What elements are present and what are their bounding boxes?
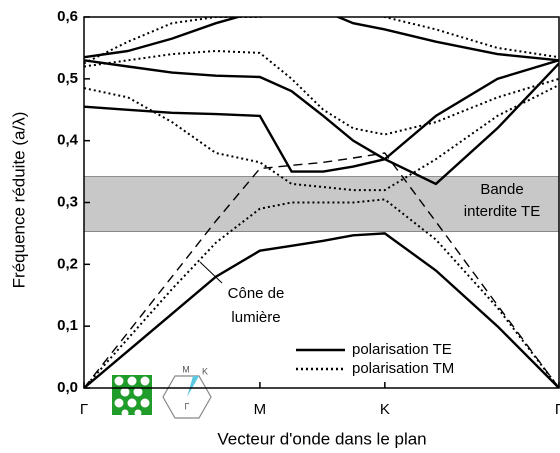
light-cone-label: Cône de xyxy=(228,285,285,302)
legend-label: polarisation TM xyxy=(352,360,454,377)
inset-label: M xyxy=(182,364,190,374)
light-cone-label: lumière xyxy=(231,309,280,326)
y-tick-label: 0,5 xyxy=(57,70,78,87)
inset-label: K xyxy=(202,366,208,376)
y-tick-label: 0,0 xyxy=(57,379,78,396)
band-curve xyxy=(84,62,559,186)
band-curve xyxy=(84,17,559,65)
y-tick-label: 0,3 xyxy=(57,193,78,210)
x-tick-label: Γ xyxy=(80,401,88,418)
plot-area xyxy=(84,17,559,388)
x-tick-label: Γ xyxy=(555,401,560,418)
irreducible-zone xyxy=(187,376,199,397)
band-curve xyxy=(84,198,559,388)
band-curve xyxy=(84,59,559,161)
band-curve xyxy=(84,232,559,388)
annotation-pointer xyxy=(199,261,223,284)
y-tick-label: 0,1 xyxy=(57,317,78,334)
band-curve xyxy=(84,49,559,136)
lattice-inset: M K Γ xyxy=(112,364,212,419)
x-tick-label: K xyxy=(380,401,390,418)
band-gap-label: Bande xyxy=(480,181,523,198)
y-tick-label: 0,4 xyxy=(57,132,79,149)
y-axis-label: Fréquence réduite (a/λ) xyxy=(9,112,28,289)
band-gap-label: interdite TE xyxy=(464,203,540,220)
y-tick-label: 0,2 xyxy=(57,255,78,272)
legend-label: polarisation TE xyxy=(352,341,452,358)
inset-label: Γ xyxy=(185,401,190,411)
band-gap xyxy=(83,176,560,232)
y-tick-label: 0,6 xyxy=(57,8,78,25)
band-curve xyxy=(84,17,559,62)
x-axis-label: Vecteur d'onde dans le plan xyxy=(217,429,426,448)
lattice-holes xyxy=(114,376,150,417)
x-tick-label: M xyxy=(254,401,267,418)
light-cone xyxy=(84,152,559,388)
